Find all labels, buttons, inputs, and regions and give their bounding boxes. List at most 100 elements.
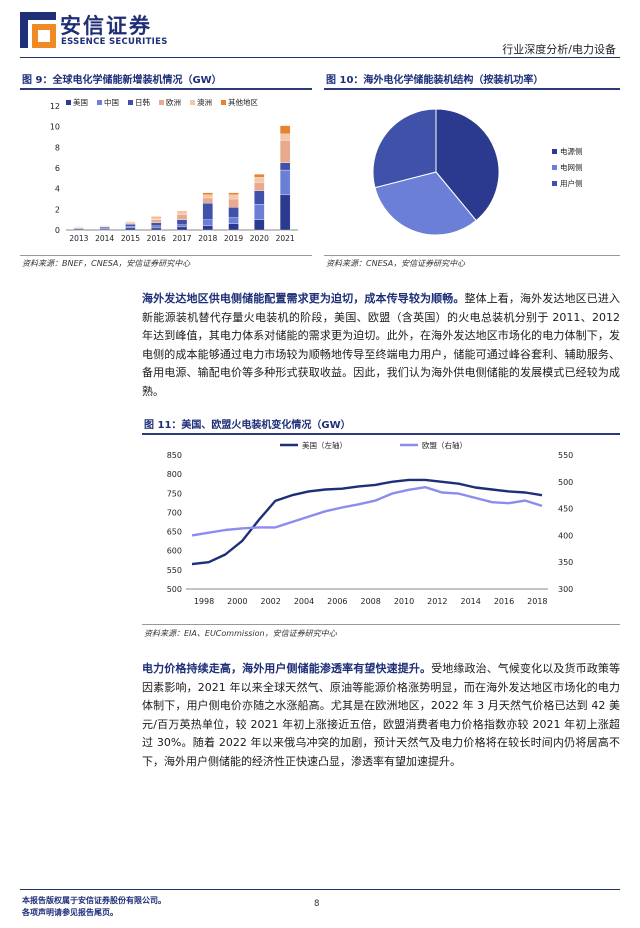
fig9-bar-segment [254, 204, 265, 220]
fig11-right-tick-label: 350 [558, 558, 573, 567]
fig11-left-tick-label: 700 [167, 508, 182, 517]
fig9-bar-segment [125, 227, 136, 231]
fig9-x-tick-label: 2018 [198, 234, 217, 243]
fig9-bar-segment [151, 222, 162, 227]
fig9-bar-segment [176, 214, 188, 220]
fig9-bar-segment [228, 194, 239, 200]
fig9-bar-segment [202, 197, 213, 204]
fig9-x-tick-label: 2019 [224, 234, 243, 243]
footer-divider [20, 889, 620, 890]
fig9-bar-segment [228, 207, 239, 218]
fig11-x-tick-label: 2006 [327, 597, 347, 606]
fig10-legend-swatch [552, 181, 557, 186]
fig9-bar-segment [176, 224, 188, 228]
paragraph-supply-side: 海外发达地区供电侧储能配置需求更为迫切，成本传导较为顺畅。整体上看，海外发达地区… [142, 290, 620, 402]
fig9-x-tick-label: 2021 [276, 234, 295, 243]
fig9-bar-segment [254, 190, 265, 205]
fig9-y-tick-label: 10 [50, 123, 60, 132]
fig11-x-tick-label: 2014 [460, 597, 480, 606]
fig9-bar-segment [176, 219, 188, 225]
fig9-bar-segment [228, 223, 239, 231]
fig11-x-tick-label: 2000 [227, 597, 247, 606]
fig11-chart: 500 550 600 650 700 750 800 850 300 350 400 450 500 5… [167, 440, 574, 606]
fig11-x-tick-label: 2016 [494, 597, 514, 606]
fig9-source: 资料来源：BNEF，CNESA，安信证券研究中心 [22, 259, 191, 268]
fig9-y-tick-label: 6 [55, 164, 60, 173]
fig9-bar-segment [151, 225, 162, 229]
logo-english: ESSENCE SECURITIES [61, 37, 168, 47]
fig9-legend-swatch [221, 100, 226, 105]
fig9-bar-segment [176, 211, 188, 213]
fig9-bar-segment [202, 225, 213, 231]
fig9-bar-segment [279, 133, 291, 141]
fig11-right-tick-label: 300 [558, 585, 573, 594]
fig9-y-tick-label: 12 [50, 102, 60, 111]
fig11-legend-label: 美国（左轴） [302, 440, 347, 450]
fig9-source-rule [20, 255, 312, 256]
fig11-left-tick-label: 750 [167, 489, 182, 498]
fig9-bar-segment [279, 139, 291, 163]
fig9-bar-segment [254, 174, 265, 178]
fig9-legend-swatch [97, 100, 102, 105]
fig10-title: 图 10：海外电化学储能装机结构（按装机功率） [326, 75, 544, 86]
fig11-legend-label: 欧盟（右轴） [422, 440, 467, 450]
paragraph-supply-side-body: 整体上看，海外发达地区已进入新能源装机替代存量火电装机的阶段，美国、欧盟（含英国… [142, 292, 621, 398]
fig9-title-rule [20, 88, 312, 90]
fig10-legend-label: 电网侧 [560, 162, 583, 172]
fig9-legend-label: 欧洲 [166, 97, 181, 107]
fig9-bar-segment [125, 221, 136, 223]
fig9-bar-segment [125, 223, 136, 225]
fig9-x-tick-label: 2020 [250, 234, 269, 243]
fig11-left-tick-label: 850 [167, 451, 182, 460]
fig10-pie-slice [372, 108, 437, 189]
fig11-eu-line [191, 486, 543, 537]
fig9-bar-segment [151, 216, 162, 218]
fig10-legend-label: 电源侧 [560, 146, 583, 156]
fig9-legend-label: 日韩 [135, 97, 150, 107]
fig9-bar-segment [202, 202, 213, 220]
fig9-bar-segment [202, 192, 213, 196]
fig11-right-tick-label: 500 [558, 478, 573, 487]
fig9-y-tick-label: 8 [55, 143, 60, 152]
fig9-x-tick-label: 2017 [172, 234, 191, 243]
fig11-title-rule [142, 433, 620, 435]
report-category: 行业深度分析/电力设备 [502, 43, 616, 56]
fig9-bar-segment [228, 198, 239, 208]
fig11-left-tick-label: 500 [167, 585, 182, 594]
fig9-bar-segment [228, 217, 239, 224]
fig9-title: 图 9：全球电化学储能新增装机情况（GW） [22, 75, 222, 86]
fig11-right-tick-label: 450 [558, 505, 573, 514]
fig10-legend-label: 用户侧 [560, 178, 583, 188]
fig9-bar-segment [279, 162, 291, 171]
fig10-pie-slice [374, 171, 477, 236]
fig9-bar-segment [279, 169, 291, 196]
fig9-legend-label: 中国 [104, 97, 119, 107]
paragraph-user-side-lead: 电力价格持续走高，海外用户侧储能渗透率有望快速提升。 [142, 662, 432, 675]
fig11-left-tick-label: 800 [167, 470, 182, 479]
fig9-bar-segment [151, 227, 162, 231]
fig11-x-tick-label: 2012 [427, 597, 447, 606]
paragraph-supply-side-lead: 海外发达地区供电侧储能配置需求更为迫切，成本传导较为顺畅。 [142, 292, 465, 305]
fig9-bar-segment [202, 219, 213, 227]
fig9-legend-swatch [190, 100, 195, 105]
fig10-pie-slice [435, 108, 500, 222]
header-divider [20, 57, 620, 58]
fig11-right-tick-label: 400 [558, 531, 573, 540]
fig9-bar-segment [99, 228, 110, 231]
fig9-legend-label: 其他地区 [228, 97, 258, 107]
fig9-bar-segment [228, 192, 239, 196]
fig11-x-tick-label: 2018 [527, 597, 547, 606]
fig9-x-tick-label: 2014 [95, 234, 114, 243]
fig10-legend-swatch [552, 149, 557, 154]
fig9-bar-segment [125, 226, 136, 229]
fig9-bar-segment [254, 219, 265, 231]
page-number: 8 [314, 899, 320, 909]
fig9-bar-segment [254, 177, 265, 183]
fig9-bar-segment [99, 227, 110, 230]
fig11-x-tick-label: 2002 [260, 597, 280, 606]
fig9-bar-segment [99, 226, 110, 229]
fig11-usa-line [191, 478, 543, 566]
fig9-legend-swatch [159, 100, 164, 105]
fig9-bar-segment [176, 226, 188, 231]
